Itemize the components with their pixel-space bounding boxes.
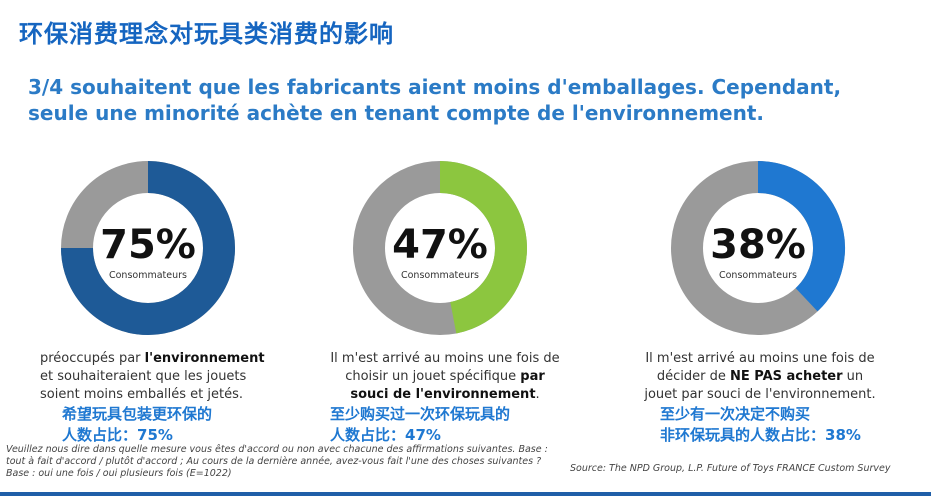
donut-1-description: préoccupés par l'environnement et souhai… <box>40 350 270 404</box>
donut-1-cn-line2: 人数占比：75% <box>62 426 173 444</box>
donut-3-cn-line2: 非环保玩具的人数占比：38% <box>660 426 861 444</box>
donut-3-cn-line1: 至少有一次决定不购买 <box>660 405 811 423</box>
donut-1-sublabel: Consommateurs <box>109 270 187 281</box>
donut-1-cn-line1: 希望玩具包装更环保的 <box>62 405 213 423</box>
donut-2-cn-line2: 人数占比：47% <box>330 426 441 444</box>
donut-2-percent: 47% <box>392 222 488 268</box>
donut-2-sublabel: Consommateurs <box>401 270 479 281</box>
page-title: 环保消费理念对玩具类消费的影响 <box>19 20 394 48</box>
donut-3-desc-bold: NE PAS acheter <box>729 369 843 384</box>
donut-2-desc-post: . <box>535 387 540 402</box>
donut-1-percent: 75% <box>100 222 196 268</box>
donut-1-desc-post: et souhaiteraient que les jouets soient … <box>40 369 247 402</box>
donut-3-cn-note: 至少有一次决定不购买 非环保玩具的人数占比：38% <box>660 404 861 446</box>
donut-2-description: Il m'est arrivé au moins une fois de cho… <box>325 350 565 404</box>
donut-2-cn-line1: 至少购买过一次环保玩具的 <box>330 405 511 423</box>
bottom-bar <box>0 492 931 496</box>
donut-svg-1: 75% Consommateurs <box>61 161 235 335</box>
survey-footnote: Veuillez nous dire dans quelle mesure vo… <box>6 444 548 479</box>
donut-1-value-arc <box>61 161 235 335</box>
donut-chart-2: 47% Consommateurs <box>352 160 528 336</box>
donut-3-description: Il m'est arrivé au moins une fois de déc… <box>640 350 880 404</box>
donut-chart-1: 75% Consommateurs <box>60 160 236 336</box>
donut-svg-3: 38% Consommateurs <box>671 161 845 335</box>
donut-svg-2: 47% Consommateurs <box>353 161 527 335</box>
donut-2-desc-pre: Il m'est arrivé au moins une fois de cho… <box>330 351 560 384</box>
donut-3-sublabel: Consommateurs <box>719 270 797 281</box>
donut-1-desc-bold: l'environnement <box>144 351 265 366</box>
donut-1-cn-note: 希望玩具包装更环保的 人数占比：75% <box>62 404 212 446</box>
donut-chart-3: 38% Consommateurs <box>670 160 846 336</box>
donut-3-percent: 38% <box>710 222 806 268</box>
donut-3-desc-pre: Il m'est arrivé au moins une fois de déc… <box>645 351 875 384</box>
headline: 3/4 souhaitent que les fabricants aient … <box>28 75 842 125</box>
source-note: Source: The NPD Group, L.P. Future of To… <box>570 463 891 474</box>
donut-2-desc-bold: par souci de l'environnement <box>350 369 545 402</box>
donut-3-desc-post: un jouet par souci de l'environnement. <box>644 369 876 402</box>
donut-2-value-arc <box>439 161 527 334</box>
donut-2-cn-note: 至少购买过一次环保玩具的 人数占比：47% <box>330 404 510 446</box>
donut-1-desc-pre: préoccupés par <box>40 351 145 366</box>
donut-3-value-arc <box>757 161 845 312</box>
